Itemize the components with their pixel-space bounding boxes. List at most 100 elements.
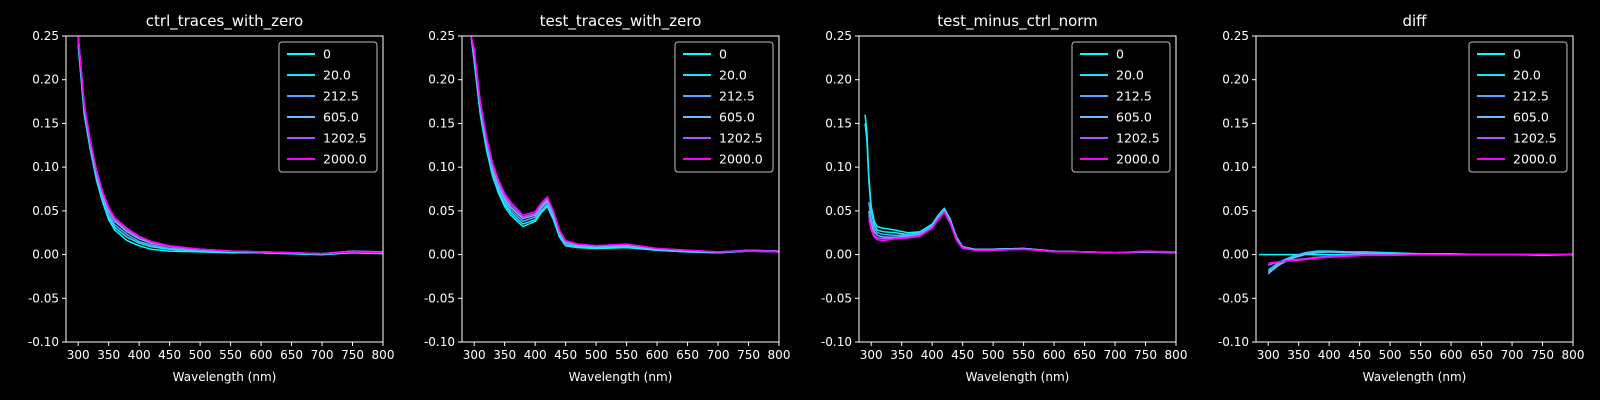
legend-entry: 0 — [323, 47, 331, 62]
panel-1: ctrl_traces_with_zero 300 350 400 450 500 550 6… — [28, 12, 395, 384]
y-tick-label: 0.20 — [32, 73, 59, 87]
y-tick-label: 0.25 — [32, 29, 59, 43]
y-tick-label: 0.15 — [428, 116, 455, 130]
y-tick-label: 0.10 — [32, 160, 59, 174]
legend-entry: 1202.5 — [1116, 131, 1160, 146]
x-tick-label: 300 — [860, 348, 883, 362]
y-tick-label: 0.05 — [1222, 204, 1249, 218]
x-tick-label: 400 — [524, 348, 547, 362]
x-tick-label: 550 — [1409, 348, 1432, 362]
y-tick-label: 0.20 — [1222, 73, 1249, 87]
x-tick-label: 450 — [158, 348, 181, 362]
legend-entry: 1202.5 — [323, 131, 367, 146]
y-tick-label: -0.10 — [821, 335, 852, 349]
legend-entry: 212.5 — [1513, 89, 1549, 104]
y-tick-label: -0.10 — [424, 335, 455, 349]
legend-entry: 20.0 — [1513, 68, 1541, 83]
x-tick-label: 350 — [1287, 348, 1310, 362]
x-tick-label: 500 — [585, 348, 608, 362]
axes-frame — [1255, 35, 1574, 343]
x-axis-label: Wavelength (nm) — [173, 370, 277, 384]
legend-entry: 212.5 — [719, 89, 755, 104]
legend-entry: 2000.0 — [1513, 152, 1557, 167]
x-tick-label: 650 — [1073, 348, 1096, 362]
y-tick-label: 0.25 — [428, 29, 455, 43]
x-tick-label: 600 — [250, 348, 273, 362]
legend: 0 20.0 212.5 605.0 1202.5 2000.0 — [278, 41, 378, 173]
legend-entry: 0 — [1513, 47, 1521, 62]
chart-title: test_minus_ctrl_norm — [937, 12, 1098, 31]
panel-2: test_traces_with_zero 300 350 400 450 500 550 6… — [424, 12, 791, 384]
y-tick-label: 0.25 — [825, 29, 852, 43]
x-tick-label: 600 — [646, 348, 669, 362]
x-tick-label: 800 — [372, 348, 395, 362]
legend-entry: 20.0 — [323, 68, 351, 83]
x-tick-label: 300 — [463, 348, 486, 362]
x-tick-label: 500 — [189, 348, 212, 362]
legend: 0 20.0 212.5 605.0 1202.5 2000.0 — [1071, 41, 1171, 173]
x-tick-label: 750 — [1531, 348, 1554, 362]
x-tick-label: 700 — [311, 348, 334, 362]
x-tick-label: 350 — [493, 348, 516, 362]
y-tick-label: 0.00 — [32, 248, 59, 262]
series-line-5 — [1267, 253, 1573, 266]
x-tick-label: 300 — [67, 348, 90, 362]
panel-3: test_minus_ctrl_norm 300 350 400 450 500 550 60… — [821, 12, 1188, 384]
x-tick-label: 750 — [737, 348, 760, 362]
legend-entry: 605.0 — [1116, 110, 1152, 125]
series-group — [1259, 250, 1573, 275]
legend-entry: 605.0 — [719, 110, 755, 125]
x-tick-label: 650 — [1470, 348, 1493, 362]
legend-entry: 2000.0 — [719, 152, 763, 167]
x-tick-label: 650 — [676, 348, 699, 362]
y-tick-label: -0.05 — [28, 291, 59, 305]
series-line-6 — [868, 211, 1176, 254]
y-tick-label: 0.00 — [428, 248, 455, 262]
y-tick-label: 0.20 — [825, 73, 852, 87]
y-tick-label: 0.05 — [428, 204, 455, 218]
x-tick-label: 800 — [1165, 348, 1188, 362]
y-tick-label: 0.05 — [32, 204, 59, 218]
y-tick-label: -0.10 — [28, 335, 59, 349]
series-line-6 — [77, 36, 383, 255]
x-tick-label: 350 — [890, 348, 913, 362]
axes-frame — [858, 35, 1177, 343]
x-tick-label: 800 — [1562, 348, 1585, 362]
chart-title: ctrl_traces_with_zero — [146, 12, 303, 31]
x-tick-label: 550 — [219, 348, 242, 362]
legend-entry: 20.0 — [719, 68, 747, 83]
legend-entry: 2000.0 — [1116, 152, 1160, 167]
y-tick-label: 0.10 — [1222, 160, 1249, 174]
x-axis-label: Wavelength (nm) — [1363, 370, 1467, 384]
y-tick-label: 0.05 — [825, 204, 852, 218]
y-tick-label: 0.15 — [32, 116, 59, 130]
y-tick-label: -0.05 — [424, 291, 455, 305]
series-line-6 — [470, 36, 779, 253]
x-tick-label: 550 — [1012, 348, 1035, 362]
axes-frame — [65, 35, 384, 343]
x-tick-label: 500 — [982, 348, 1005, 362]
x-tick-label: 750 — [341, 348, 364, 362]
x-tick-label: 300 — [1257, 348, 1280, 362]
series-group — [77, 36, 383, 256]
x-tick-label: 500 — [1379, 348, 1402, 362]
legend-entry: 605.0 — [323, 110, 359, 125]
x-tick-label: 400 — [128, 348, 151, 362]
x-tick-label: 700 — [1501, 348, 1524, 362]
panel-4: diff 300 350 400 450 500 550 600 650 700 750 800 -0.… — [1218, 12, 1585, 384]
y-tick-label: 0.20 — [428, 73, 455, 87]
legend-entry: 0 — [719, 47, 727, 62]
series-group — [864, 114, 1176, 254]
y-tick-label: 0.10 — [428, 160, 455, 174]
y-tick-label: 0.00 — [825, 248, 852, 262]
chart-title: test_traces_with_zero — [540, 12, 702, 31]
y-tick-label: 0.15 — [1222, 116, 1249, 130]
x-tick-label: 400 — [921, 348, 944, 362]
legend-entry: 212.5 — [1116, 89, 1152, 104]
x-tick-label: 400 — [1318, 348, 1341, 362]
chart-title: diff — [1402, 12, 1427, 30]
x-tick-label: 750 — [1134, 348, 1157, 362]
x-tick-label: 450 — [554, 348, 577, 362]
series-group — [470, 36, 779, 254]
